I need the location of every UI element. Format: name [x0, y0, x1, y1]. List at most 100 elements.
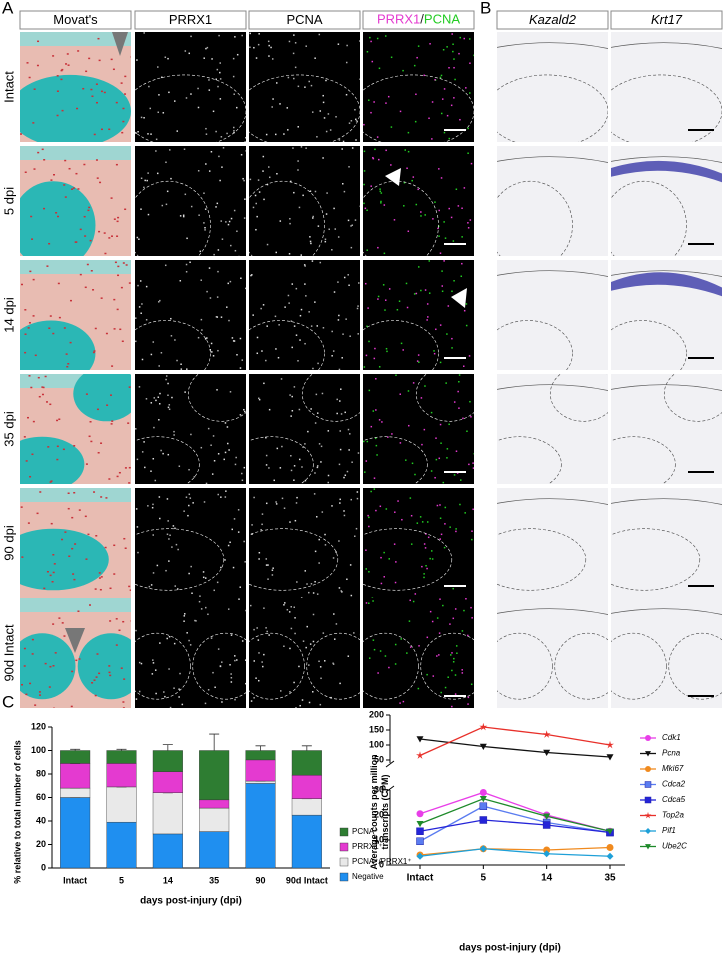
signal-speck: [205, 482, 208, 484]
cell-speck: [23, 436, 26, 438]
signal-speck: [350, 246, 353, 249]
signal-speck: [457, 390, 459, 393]
signal-speck: [312, 640, 315, 643]
signal-speck: [217, 85, 219, 88]
signal-speck: [372, 639, 375, 641]
signal-speck: [216, 581, 219, 584]
outline: [249, 180, 325, 256]
cell-speck: [61, 109, 64, 112]
signal-speck: [230, 677, 233, 679]
cell-speck: [122, 707, 125, 708]
signal-speck: [212, 435, 215, 437]
signal-speck: [171, 396, 173, 399]
signal-speck: [152, 659, 154, 661]
signal-speck: [342, 333, 344, 335]
signal-speck: [205, 133, 208, 135]
signal-speck: [431, 101, 434, 103]
cell-speck: [110, 58, 113, 61]
signal-speck: [382, 284, 385, 286]
signal-speck: [380, 192, 383, 194]
signal-speck: [461, 669, 463, 671]
marker: [416, 820, 424, 828]
signal-speck: [279, 467, 282, 469]
marker: [416, 751, 424, 759]
signal-speck: [170, 177, 172, 180]
cell-speck: [74, 543, 77, 545]
y-tick-label: 100: [31, 745, 46, 755]
legend-marker: [644, 796, 652, 804]
signal-speck: [468, 355, 471, 357]
signal-speck: [316, 593, 319, 595]
cell-speck: [37, 376, 40, 379]
tissue: [249, 374, 360, 484]
surface-line: [497, 42, 608, 49]
cartilage: [20, 181, 96, 256]
signal-speck: [289, 647, 291, 650]
signal-speck: [380, 582, 383, 585]
signal-speck: [256, 352, 259, 355]
signal-speck: [464, 512, 466, 514]
signal-speck: [209, 297, 212, 299]
signal-speck: [257, 679, 260, 682]
series-line: [419, 738, 611, 758]
signal-speck: [166, 533, 169, 536]
signal-speck: [416, 56, 418, 59]
cell-speck: [72, 573, 75, 575]
signal-speck: [441, 270, 443, 272]
y-tick-label: 40: [36, 815, 46, 825]
signal-speck: [367, 307, 369, 309]
x-tick-label: Intact: [407, 873, 434, 884]
cell-speck: [90, 440, 93, 443]
signal-speck: [316, 465, 319, 467]
signal-speck: [255, 202, 257, 205]
signal-speck: [261, 513, 264, 515]
cell-speck: [124, 208, 127, 211]
signal-speck: [219, 71, 221, 74]
y-tick-label: 10: [374, 834, 384, 844]
legend-swatch: [339, 872, 349, 882]
cartilage: [20, 320, 96, 370]
signal-speck: [263, 382, 265, 385]
cell-speck: [100, 90, 103, 93]
signal-speck: [407, 230, 410, 233]
signal-speck: [311, 260, 314, 262]
signal-speck: [323, 117, 326, 119]
signal-speck: [419, 516, 422, 518]
signal-speck: [241, 479, 244, 482]
signal-speck: [184, 391, 186, 393]
micrograph: [363, 488, 474, 598]
signal-speck: [357, 305, 359, 307]
signal-speck: [470, 162, 473, 165]
column-header-box: [362, 10, 475, 30]
signal-speck: [371, 60, 374, 63]
marker: [606, 740, 614, 749]
signal-speck: [213, 253, 215, 256]
signal-speck: [141, 358, 144, 361]
signal-speck: [444, 523, 446, 525]
micrograph: [249, 598, 360, 708]
legend-label: PCNA⁺/PRRX1⁺: [352, 857, 412, 866]
cell-speck: [105, 497, 108, 499]
cell-speck: [128, 482, 131, 484]
signal-speck: [458, 52, 460, 55]
signal-speck: [135, 317, 137, 319]
signal-speck: [138, 386, 141, 388]
cell-speck: [94, 327, 97, 330]
signal-speck: [469, 219, 472, 221]
signal-speck: [450, 654, 452, 656]
signal-speck: [177, 548, 179, 551]
signal-speck: [291, 346, 293, 349]
signal-speck: [463, 187, 466, 189]
signal-speck: [308, 701, 311, 704]
signal-speck: [423, 428, 426, 431]
signal-speck: [302, 640, 305, 642]
legend-marker: [644, 781, 652, 788]
cell-speck: [124, 547, 127, 549]
signal-speck: [431, 558, 434, 560]
signal-speck: [261, 523, 263, 526]
outline: [135, 436, 200, 484]
signal-speck: [214, 686, 216, 689]
signal-speck: [241, 640, 244, 642]
micrograph: [20, 260, 131, 370]
signal-speck: [365, 549, 367, 551]
